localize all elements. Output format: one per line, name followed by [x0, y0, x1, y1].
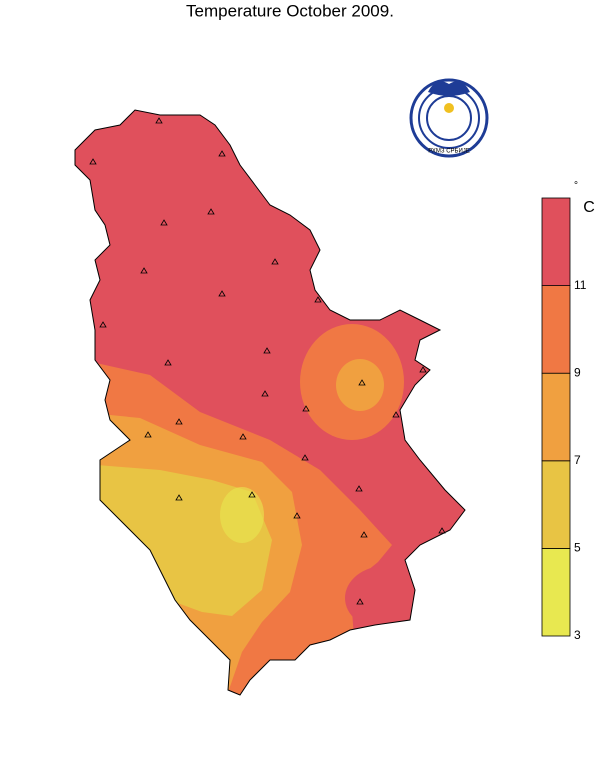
legend-band: [541, 285, 571, 374]
legend-tick-label: 5: [574, 541, 581, 555]
legend-tick-label: 7: [574, 453, 581, 467]
legend: ° C 3 5 7 9 11: [541, 181, 595, 642]
legend-band: [541, 548, 571, 637]
legend-band: [541, 372, 571, 462]
legend-band: [541, 460, 571, 549]
logo: РХМЗ СРБИЈЕ: [409, 78, 489, 158]
legend-degree: °: [574, 181, 578, 192]
legend-unit: C: [583, 199, 595, 216]
legend-band: [541, 197, 571, 286]
zone: [75, 110, 465, 695]
legend-tick-label: 11: [574, 278, 587, 292]
zone: [220, 487, 264, 543]
map-title: Temperature October 2009.: [186, 1, 394, 20]
stations: [89, 117, 446, 605]
zone: [345, 566, 425, 630]
legend-tick-label: 9: [574, 365, 581, 379]
logo-text: РХМЗ СРБИЈЕ: [428, 149, 470, 155]
temperature-zones: [75, 110, 465, 695]
legend-tick-label: 3: [574, 628, 581, 642]
